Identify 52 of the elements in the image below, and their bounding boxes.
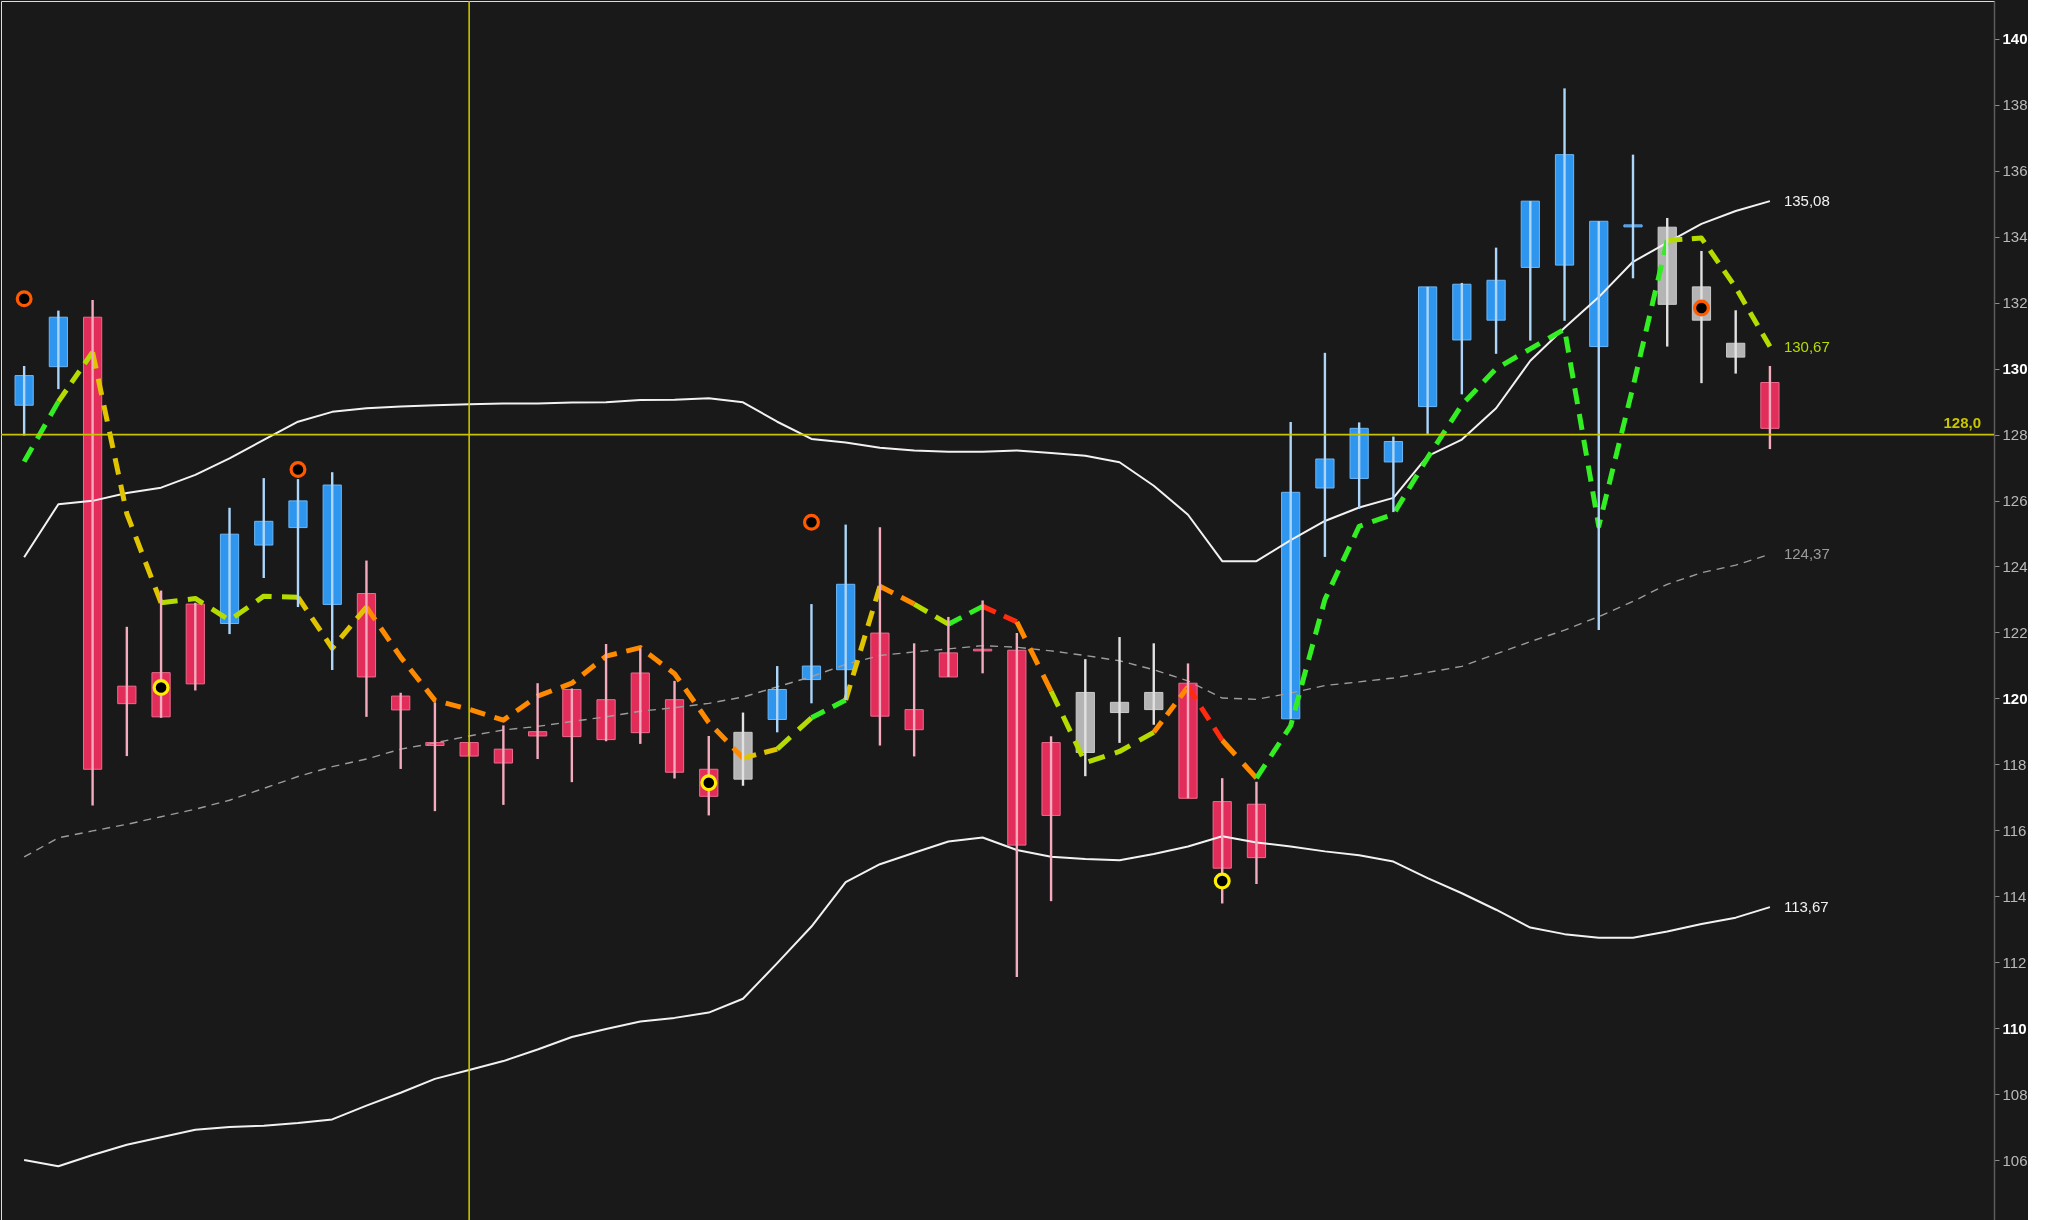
candlestick [1349, 421, 1369, 510]
candlestick [527, 682, 548, 761]
candlestick [562, 687, 582, 784]
y-tick-label: 114 [2002, 887, 2027, 905]
candlestick [117, 625, 137, 758]
candlestick [767, 664, 787, 734]
candlestick [14, 364, 34, 437]
y-tick-label: 112 [2002, 953, 2027, 971]
candlestick [391, 691, 411, 771]
y-tick-label: 136 [2002, 162, 2028, 180]
candlestick [1315, 351, 1335, 559]
data-label: 113,67 [1783, 898, 1829, 916]
candlestick [596, 642, 616, 743]
data-label: 124,37 [1783, 545, 1830, 563]
y-tick-label: 140 [2002, 30, 2028, 48]
data-label: 130,67 [1783, 337, 1830, 355]
y-tick-label: 132 [2002, 294, 2028, 312]
y-tick-label: 116 [2002, 821, 2027, 839]
y-tick-label: 108 [2002, 1085, 2028, 1103]
y-tick-label: 106 [2002, 1151, 2028, 1169]
y-tick-label: 124 [2002, 557, 2028, 575]
y-tick-label: 134 [2002, 228, 2028, 246]
y-tick-label: 130 [2002, 360, 2028, 378]
candlestick [1144, 642, 1164, 726]
y-tick-label: 138 [2002, 96, 2028, 114]
candlestick [904, 642, 924, 758]
y-tick-label: 128 [2002, 426, 2028, 444]
candlestick [1486, 246, 1506, 356]
candlestick [1007, 631, 1027, 979]
candlestick [1452, 281, 1472, 396]
y-tick-label: 110 [2002, 1019, 2027, 1037]
point [15, 290, 33, 308]
point [802, 513, 820, 531]
candlestick [1589, 220, 1609, 632]
y-tick-label: 120 [2002, 689, 2028, 707]
candlestick [254, 476, 274, 580]
data-label: 135,08 [1783, 192, 1830, 210]
candlestick [870, 526, 890, 747]
y-tick-label: 126 [2002, 492, 2028, 510]
y-tick-label: 122 [2002, 623, 2028, 641]
candlestick [1212, 776, 1232, 905]
y-tick-label: 118 [2002, 755, 2027, 773]
line-series [23, 200, 1771, 563]
point [289, 461, 307, 479]
candlestick [322, 470, 342, 672]
candlestick [1041, 735, 1061, 903]
candlestick [972, 599, 993, 675]
line-series [23, 835, 1771, 1168]
candlestick [1623, 153, 1643, 280]
point [1213, 872, 1231, 890]
ref-line-label: 128,0 [1943, 413, 1981, 431]
candlestick [1760, 364, 1780, 451]
